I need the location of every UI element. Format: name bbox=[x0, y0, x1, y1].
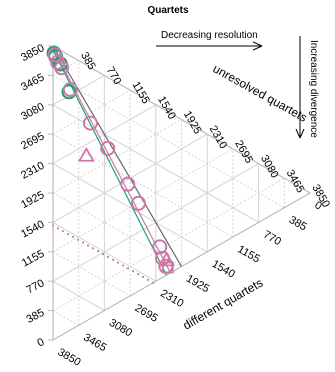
reference-dot bbox=[152, 281, 155, 284]
bottom-tick-label: 1540 bbox=[210, 258, 237, 281]
reference-dot bbox=[101, 252, 105, 256]
reference-dot bbox=[56, 227, 60, 230]
top-tick-label: 1155 bbox=[130, 80, 152, 106]
grid-line bbox=[52, 310, 79, 326]
reference-dot bbox=[106, 255, 110, 259]
reference-dot bbox=[61, 230, 65, 233]
left-tick-label: 1925 bbox=[19, 189, 46, 211]
reference-dot bbox=[71, 235, 75, 239]
bottom-tick-label: 3465 bbox=[81, 332, 108, 355]
left-tick-label: 0 bbox=[35, 336, 46, 349]
top-tick-label: 385 bbox=[78, 50, 98, 72]
top-tick-label: 770 bbox=[104, 65, 124, 87]
reference-dot bbox=[66, 232, 70, 236]
bottom-tick-label: 0 bbox=[313, 199, 324, 212]
left-tick-label: 1540 bbox=[19, 218, 46, 240]
decreasing-resolution-arrow-icon bbox=[156, 41, 263, 51]
top-tick-label: 3080 bbox=[258, 153, 281, 180]
grid-line bbox=[52, 192, 182, 267]
left-tick-label: 3850 bbox=[19, 42, 46, 64]
reference-dot bbox=[116, 261, 120, 264]
reference-dot bbox=[76, 238, 80, 241]
left-tick-label: 1155 bbox=[20, 248, 47, 270]
data-point-circle bbox=[120, 176, 136, 192]
reference-dot bbox=[147, 278, 150, 281]
reference-dot bbox=[121, 264, 125, 267]
increasing-divergence-arrow-icon bbox=[295, 36, 305, 139]
chart-title: Quartets bbox=[147, 5, 189, 16]
data-point-circle bbox=[82, 115, 98, 131]
data-point-square bbox=[161, 261, 174, 274]
left-tick-label: 2695 bbox=[19, 130, 46, 152]
reference-dot bbox=[91, 247, 95, 250]
dotted-reference-line bbox=[51, 224, 155, 284]
top-tick-label: 1925 bbox=[181, 109, 204, 136]
grid-line bbox=[52, 251, 131, 297]
reference-dot bbox=[142, 275, 145, 279]
reference-dot bbox=[132, 270, 135, 273]
bottom-tick-label: 2695 bbox=[133, 302, 160, 325]
data-point-circle bbox=[62, 82, 78, 98]
reference-dot bbox=[86, 244, 90, 247]
grid-line bbox=[52, 221, 157, 282]
grid-line bbox=[52, 280, 105, 312]
data-points bbox=[46, 45, 176, 274]
left-tick-label: 2310 bbox=[19, 160, 46, 182]
trend-line bbox=[52, 49, 168, 276]
top-tick-label: 2310 bbox=[207, 124, 230, 151]
left-tick-label: 3080 bbox=[19, 101, 46, 123]
top-tick-label: 3465 bbox=[284, 168, 307, 195]
reference-dot bbox=[51, 224, 55, 227]
grid-line bbox=[52, 119, 182, 194]
bottom-tick-label: 3850 bbox=[56, 346, 83, 369]
left-tick-label: 3465 bbox=[19, 71, 46, 93]
top-tick-label: 1540 bbox=[155, 94, 178, 121]
bottom-tick-label: 1925 bbox=[184, 273, 211, 296]
increasing-divergence-label: Increasing divergence bbox=[308, 40, 319, 138]
data-point-triangle bbox=[157, 251, 176, 267]
reference-dot bbox=[96, 250, 100, 253]
left-tick-label: 770 bbox=[25, 277, 47, 296]
data-point-circle bbox=[47, 47, 63, 63]
reference-dot bbox=[81, 241, 85, 244]
top-tick-label: 2695 bbox=[232, 138, 255, 165]
reference-dot bbox=[111, 258, 115, 261]
bottom-tick-label: 770 bbox=[261, 229, 283, 249]
top-axis-label: unresolved quartets bbox=[211, 61, 310, 124]
grid-line bbox=[52, 148, 234, 253]
data-point-circle bbox=[100, 140, 116, 156]
reference-dot bbox=[137, 273, 140, 276]
reference-dot bbox=[126, 267, 130, 270]
data-point-circle bbox=[54, 60, 70, 76]
bottom-tick-label: 3080 bbox=[107, 317, 134, 340]
grid-line bbox=[52, 74, 285, 209]
data-point-triangle bbox=[77, 146, 95, 162]
left-tick-label: 385 bbox=[25, 307, 47, 326]
bottom-tick-label: 385 bbox=[287, 214, 309, 234]
grid-line bbox=[52, 133, 234, 238]
bottom-tick-label: 2310 bbox=[158, 287, 185, 310]
bottom-tick-label: 1155 bbox=[235, 243, 261, 265]
data-point-circle bbox=[130, 195, 146, 211]
trend-line bbox=[52, 45, 183, 267]
decreasing-resolution-label: Decreasing resolution bbox=[161, 30, 258, 41]
